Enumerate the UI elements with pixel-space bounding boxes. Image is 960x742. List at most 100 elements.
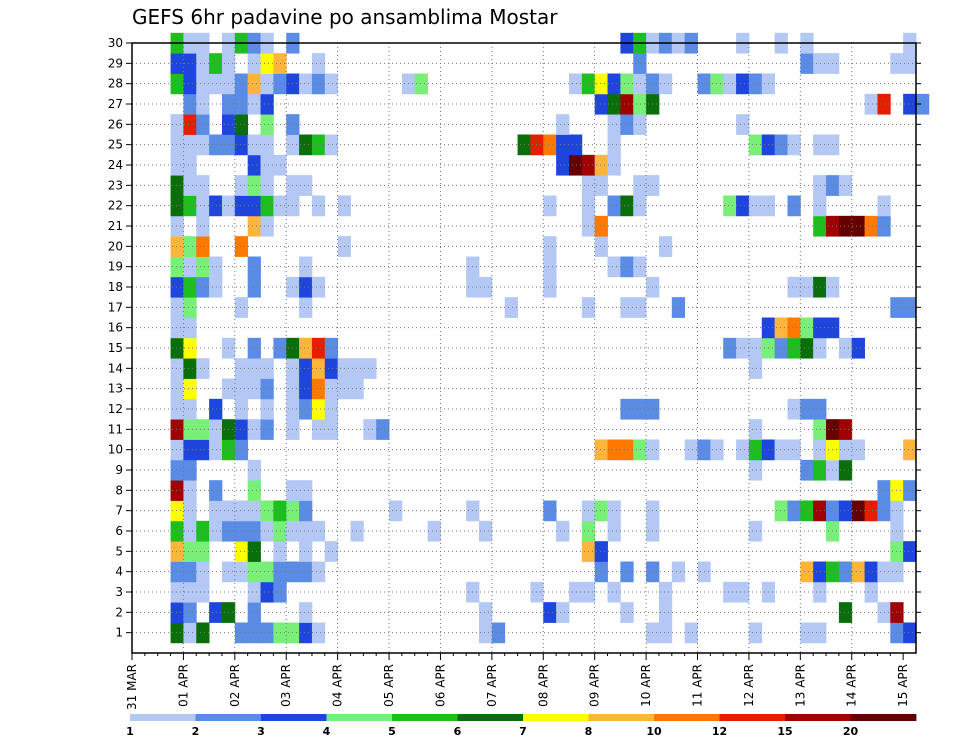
heatmap-cell [183,114,197,135]
heatmap-cell [196,439,210,461]
heatmap-cell [183,93,197,115]
heatmap-cell [209,195,223,217]
heatmap-cell [234,175,249,196]
heatmap-cell [633,93,647,115]
y-tick-label: 18 [108,280,123,294]
heatmap-cell [260,114,274,135]
heatmap-cell [813,276,827,298]
colorbar-label: 4 [323,725,331,738]
colorbar-swatch [719,714,786,721]
heatmap-cell [838,439,853,461]
heatmap-cell [260,581,274,603]
heatmap-cell [350,378,364,400]
heatmap-cell [556,134,570,156]
heatmap-cell [247,215,261,237]
colorbar-swatch [457,714,524,721]
x-tick-label: 11 APR [691,664,705,707]
heatmap-cell [311,134,326,156]
heatmap-cell [299,73,313,95]
y-tick-label: 20 [108,239,123,253]
heatmap-cell [183,317,197,339]
x-axis-ticks: 31 MAR 01 APR 02 APR 03 APR 04 APR 05 APR 06 A… [125,653,910,710]
heatmap-cell [530,134,544,156]
heatmap-cell [183,236,197,257]
colorbar-label: 10 [646,725,662,738]
y-tick-label: 14 [108,361,123,375]
heatmap-cell [813,581,827,603]
heatmap-cell [787,439,801,461]
colorbar-swatch [654,714,720,721]
heatmap-cell [556,520,570,542]
heatmap-cell [247,378,261,400]
heatmap-cell [736,114,750,135]
heatmap-cell [324,419,339,440]
y-tick-label: 5 [115,544,123,558]
heatmap-cell [260,73,274,95]
heatmap-cell [247,358,261,379]
heatmap-cell [658,236,673,257]
heatmap-cell [594,175,608,196]
heatmap-cell [170,520,184,542]
heatmap-cell [247,602,261,623]
y-tick-label: 1 [115,626,123,640]
heatmap-cell [594,541,608,562]
colorbar-swatch [523,714,589,721]
heatmap-cell [633,439,647,461]
colorbar-swatch [850,714,917,721]
heatmap-cell [234,439,249,461]
heatmap-cell [311,378,326,400]
heatmap-cell [170,561,184,583]
heatmap-cell [633,195,647,217]
heatmap-cell [787,134,801,156]
heatmap-cell [556,602,570,623]
colorbar-swatch [588,714,655,721]
heatmap-cell [350,358,364,379]
heatmap-cell [183,53,197,74]
heatmap-cell [170,378,184,400]
heatmap-cell [543,276,557,298]
heatmap-cell [196,419,210,440]
heatmap-cell [414,73,428,95]
heatmap-cell [170,195,184,217]
y-tick-label: 15 [108,341,123,355]
heatmap-cell [170,622,184,644]
heatmap-cell [684,622,698,644]
heatmap-cell [658,602,673,623]
heatmap-cell [209,53,223,74]
heatmap-cell [903,53,917,74]
colorbar-label: 12 [712,725,727,738]
heatmap-cell [170,175,184,196]
x-tick-label: 04 APR [331,664,345,707]
heatmap-cell [170,500,184,522]
heatmap-cell [813,439,827,461]
heatmap-cell [183,195,197,217]
heatmap-cell [260,53,274,74]
heatmap-cell [299,358,313,379]
heatmap-cell [311,73,326,95]
y-tick-label: 23 [108,178,123,192]
heatmap-cell [209,520,223,542]
colorbar-label: 15 [777,725,792,738]
heatmap-cell [299,561,313,583]
heatmap-cell [247,276,261,298]
heatmap-cell [196,236,210,257]
x-tick-label: 06 APR [433,664,447,707]
heatmap-cell [736,439,750,461]
heatmap-cell [183,378,197,400]
heatmap-cell [234,236,249,257]
heatmap-cell [196,541,210,562]
heatmap-cell [260,378,274,400]
heatmap-cell [234,134,249,156]
heatmap-cell [800,276,814,298]
y-tick-label: 8 [115,483,123,497]
heatmap-cell [851,439,865,461]
heatmap-cell [813,561,827,583]
heatmap-cell [183,154,197,176]
heatmap-cell [260,358,274,379]
heatmap-cell [196,561,210,583]
heatmap-cell [620,398,634,420]
heatmap-cell [299,378,313,400]
heatmap-cell [299,480,313,501]
heatmap-cell [311,276,326,298]
heatmap-cell [594,73,608,95]
